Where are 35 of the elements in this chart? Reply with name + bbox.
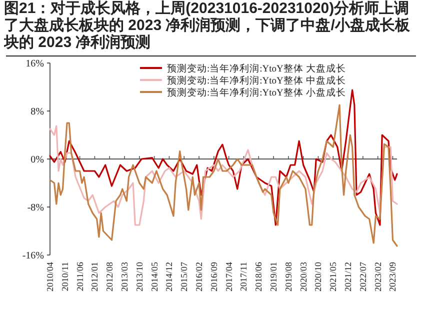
x-tick-label: 2011/06: [74, 262, 85, 292]
x-tick-label: 2019/08: [283, 262, 294, 292]
x-tick-label: 2014/05: [149, 262, 160, 292]
x-tick-label: 2021/05: [328, 262, 338, 292]
x-tick-label: 2013/03: [120, 262, 130, 292]
legend-label: 预测变动:当年净利润:YtoY整体 大盘成长: [167, 62, 346, 74]
x-tick-label: 2013/10: [134, 262, 144, 292]
x-tick-label: 2019/01: [268, 262, 279, 292]
x-tick-label: 2016/02: [194, 262, 204, 292]
y-tick-label: 16%: [26, 58, 44, 70]
y-tick-label: 8%: [30, 106, 44, 118]
x-tick-label: 2010/04: [45, 262, 55, 292]
x-tick-label: 2023/02: [372, 262, 383, 292]
x-tick-label: 2016/09: [208, 262, 219, 292]
line-series: [49, 89, 398, 226]
x-tick-label: 2018/06: [254, 262, 264, 292]
x-tick-label: 2014/12: [164, 262, 174, 292]
x-tick-label: 2017/04: [224, 262, 234, 292]
y-tick-label: 0%: [30, 154, 44, 166]
x-tick-label: 2021/12: [343, 262, 354, 292]
x-tick-label: 2020/10: [313, 262, 324, 292]
x-tick-label: 2010/11: [60, 262, 70, 292]
line-series: [49, 104, 398, 247]
x-tick-label: 2012/08: [104, 262, 115, 292]
x-tick-label: 2012/01: [90, 262, 100, 292]
x-tick-label: 2017/11: [238, 262, 249, 292]
y-tick-label: -16%: [22, 250, 44, 262]
x-tick-label: 2020/03: [298, 262, 308, 292]
legend-label: 预测变动:当年净利润:YtoY整体 中盘成长: [167, 74, 346, 86]
line-series: [49, 125, 398, 226]
y-tick-label: -8%: [27, 202, 44, 214]
x-tick-label: 2023/09: [388, 262, 398, 292]
legend-label: 预测变动:当年净利润:YtoY整体 小盘成长: [167, 86, 346, 98]
x-tick-label: 2015/07: [179, 262, 190, 292]
x-tick-label: 2022/07: [358, 262, 368, 292]
